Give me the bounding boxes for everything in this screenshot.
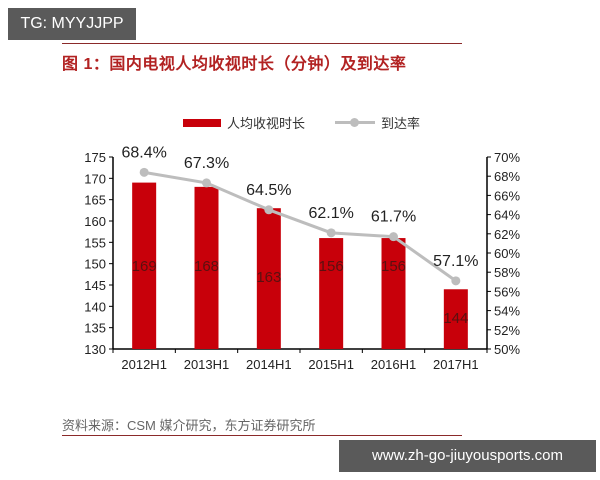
bar-value-label: 163 bbox=[256, 269, 281, 286]
bar bbox=[132, 182, 157, 349]
x-tick-label: 2013H1 bbox=[184, 357, 230, 372]
reach-point bbox=[451, 276, 461, 286]
legend-bar-label: 人均收视时长 bbox=[227, 116, 306, 131]
reach-point bbox=[389, 232, 398, 242]
legend: 人均收视时长 到达率 bbox=[183, 113, 420, 132]
source-note: 资料来源：CSM 媒介研究，东方证券研究所 bbox=[62, 418, 316, 433]
reach-point bbox=[139, 167, 149, 177]
watermark-bottom: www.zh-go-jiuyousports.com bbox=[339, 440, 596, 472]
right-tick-label: 64% bbox=[494, 208, 520, 223]
x-tick-label: 2015H1 bbox=[308, 357, 354, 372]
reach-value-label: 61.7% bbox=[371, 209, 416, 226]
left-tick-label: 160 bbox=[84, 214, 106, 229]
bottom-rule bbox=[62, 435, 462, 436]
right-tick-label: 70% bbox=[494, 150, 520, 165]
legend-line-swatch bbox=[335, 118, 376, 127]
bar-value-label: 156 bbox=[319, 258, 344, 275]
reach-value-label: 67.3% bbox=[184, 155, 229, 172]
right-tick-label: 54% bbox=[494, 304, 520, 319]
reach-line bbox=[143, 170, 457, 283]
left-tick-label: 175 bbox=[84, 150, 106, 165]
left-tick-label: 150 bbox=[84, 257, 106, 272]
left-tick-label: 135 bbox=[84, 321, 106, 336]
left-tick-label: 140 bbox=[84, 299, 106, 314]
left-tick-label: 130 bbox=[84, 342, 106, 357]
bar bbox=[381, 238, 406, 349]
reach-point bbox=[326, 228, 336, 238]
bar bbox=[319, 238, 344, 349]
figure-title: 图 1：国内电视人均收视时长（分钟）及到达率 bbox=[62, 56, 407, 73]
reach-value-label: 62.1% bbox=[308, 205, 353, 222]
x-tick-label: 2016H1 bbox=[371, 357, 417, 372]
x-tick-label: 2017H1 bbox=[433, 357, 479, 372]
watermark-top: TG: MYYJJPP bbox=[8, 8, 136, 40]
bar bbox=[194, 186, 219, 349]
bar bbox=[443, 289, 468, 349]
right-tick-label: 62% bbox=[494, 227, 520, 242]
right-tick-label: 58% bbox=[494, 265, 520, 280]
left-tick-label: 165 bbox=[84, 193, 106, 208]
bar bbox=[256, 208, 281, 349]
top-rule bbox=[62, 43, 462, 44]
bar-value-label: 156 bbox=[381, 258, 406, 275]
reach-point bbox=[264, 205, 274, 215]
reach-value-label: 68.4% bbox=[121, 144, 166, 161]
reach-point bbox=[202, 178, 211, 188]
right-tick-label: 60% bbox=[494, 246, 520, 261]
x-tick-label: 2014H1 bbox=[246, 357, 292, 372]
right-tick-label: 56% bbox=[494, 284, 520, 299]
right-tick-label: 50% bbox=[494, 342, 520, 357]
bar-value-label: 169 bbox=[132, 258, 157, 275]
right-tick-label: 66% bbox=[494, 188, 520, 203]
reach-value-label: 64.5% bbox=[246, 182, 291, 199]
bar-value-label: 144 bbox=[443, 310, 468, 327]
legend-bar-swatch bbox=[183, 118, 221, 127]
right-tick-label: 68% bbox=[494, 169, 520, 184]
bar-value-label: 168 bbox=[194, 258, 219, 275]
legend-line-label: 到达率 bbox=[381, 116, 421, 131]
reach-value-label: 57.1% bbox=[433, 253, 478, 270]
left-tick-label: 145 bbox=[84, 278, 106, 293]
x-tick-label: 2012H1 bbox=[121, 357, 167, 372]
left-tick-label: 170 bbox=[84, 171, 106, 186]
right-tick-label: 52% bbox=[494, 323, 520, 338]
left-tick-label: 155 bbox=[84, 235, 106, 250]
